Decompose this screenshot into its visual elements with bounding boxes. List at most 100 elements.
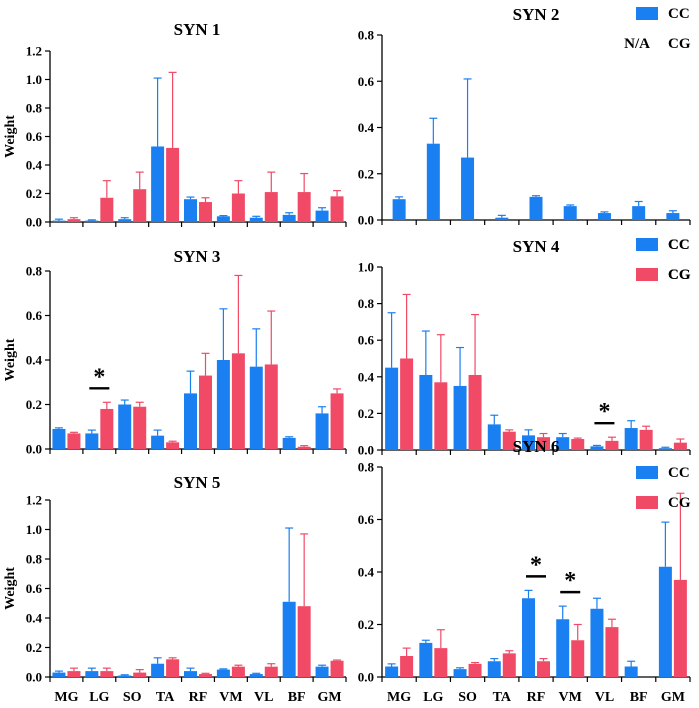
legend-swatch-cg [636,268,658,281]
y-tick-label: 0.4 [358,120,375,135]
y-tick-label: 0.4 [358,565,375,580]
bar-cg [297,446,311,449]
y-tick-label: 1.0 [26,522,42,537]
bar-cc [282,437,296,449]
bar-cc [461,157,475,220]
bar-cg [605,440,619,450]
bar-cg [537,661,550,677]
y-tick-label: 0.0 [26,215,42,230]
bar-cc [495,217,509,220]
y-tick-label: 0.0 [26,670,42,685]
x-tick-label: SO [458,690,477,705]
y-tick-label: 0.6 [358,512,375,527]
y-tick-label: 0.8 [358,28,375,43]
panel-syn-3: SYN 3 0.0 0.2 0.4 0.6 0.8 Weight * CC CG [3,237,691,457]
bar-cc [151,663,165,677]
x-tick-label: VL [595,690,614,705]
bar-cc [118,404,132,449]
bar-cc [282,214,296,222]
bar-cg [673,442,687,450]
bar-cc [563,206,577,220]
bar-cc [315,666,329,677]
bar-cc [385,666,399,677]
bar-cc [249,674,263,677]
bar-cc [556,619,570,677]
significance-star: * [93,364,105,390]
y-tick-label: 0.2 [26,186,42,201]
bar-cc [118,675,132,677]
bar-cg [166,147,180,222]
bar-cg [100,408,114,449]
y-tick-label: 0.0 [358,670,374,685]
bar-cc [216,360,230,449]
bar-cg [468,374,482,450]
y-tick-label: 0.2 [26,397,42,412]
bar-cg [199,375,212,449]
legend-label-cg: CG [668,267,691,283]
bar-cc [419,642,433,677]
y-tick-label: 0.0 [358,213,374,228]
bar-cc [590,446,604,450]
bar-cg [400,656,414,677]
bar-cg [673,579,687,677]
chart-title: SYN 4 [513,237,560,256]
x-tick-label: MG [54,690,78,705]
bar-cg [330,660,344,677]
significance-star: * [530,552,542,578]
legend-swatch-cg [636,496,658,509]
bar-cg [264,192,278,222]
bar-cc [522,598,535,677]
significance-star: * [564,568,576,594]
y-tick-label: 1.0 [26,72,42,87]
bar-cc [249,217,263,222]
bar-cc [624,666,638,677]
bar-cc [419,374,433,450]
legend-label-cc: CC [668,6,690,22]
y-tick-label: 0.8 [358,296,375,311]
bar-cc [556,437,570,450]
bar-cg [605,627,619,677]
y-tick-label: 0.6 [358,74,375,89]
bar-cg [100,197,114,222]
y-tick-label: 1.2 [26,493,42,508]
bar-cc [216,216,230,222]
panel-syn-6: SYN 6 0.0 0.2 0.4 0.6 0.8 MG LG SO TA RF VM VL BF GM * *… [358,437,691,705]
y-tick-label: 0.8 [26,101,43,116]
bar-cg [639,429,653,450]
legend-swatch-cc [636,7,658,20]
bar-cg [231,353,245,449]
x-tick-label: VM [559,690,582,705]
bar-cc [184,199,197,222]
bar-cc [632,206,646,220]
panel-syn-4: SYN 4 0.0 0.2 0.4 0.6 0.8 1.0 * CC CG [358,237,691,458]
y-axis-label: Weight [3,567,18,610]
bar-cg [330,393,344,449]
x-tick-label: RF [189,690,208,705]
bar-cc [597,213,611,220]
bar-cc [658,566,672,677]
bar-cg [502,653,516,677]
bar-cc [315,210,329,222]
y-tick-label: 0.2 [358,406,374,421]
x-tick-label: VL [254,690,273,705]
bar-cg [231,666,245,677]
bar-cc [249,366,263,449]
bar-cg [199,202,212,222]
y-tick-label: 0.6 [358,333,375,348]
x-tick-label: VM [219,690,242,705]
bar-cc [85,220,99,222]
chart-title: SYN 5 [174,473,221,492]
legend-na-label: N/A [624,36,650,52]
panel-syn-1: SYN 1 0.0 0.2 0.4 0.6 0.8 1.0 1.2 Weight [3,20,347,230]
bar-cc [151,146,165,222]
bar-cg [166,659,180,677]
y-tick-label: 0.4 [26,353,43,368]
y-tick-label: 0.2 [26,640,42,655]
bar-cc [315,413,329,449]
bar-cg [468,663,482,677]
bar-cc [85,433,99,449]
x-tick-label: BF [288,690,306,705]
y-tick-label: 0.0 [358,443,374,458]
bar-cc [216,669,230,677]
panel-syn-5: SYN 5 0.0 0.2 0.4 0.6 0.8 1.0 1.2 Weight MG LG SO TA… [3,473,347,705]
